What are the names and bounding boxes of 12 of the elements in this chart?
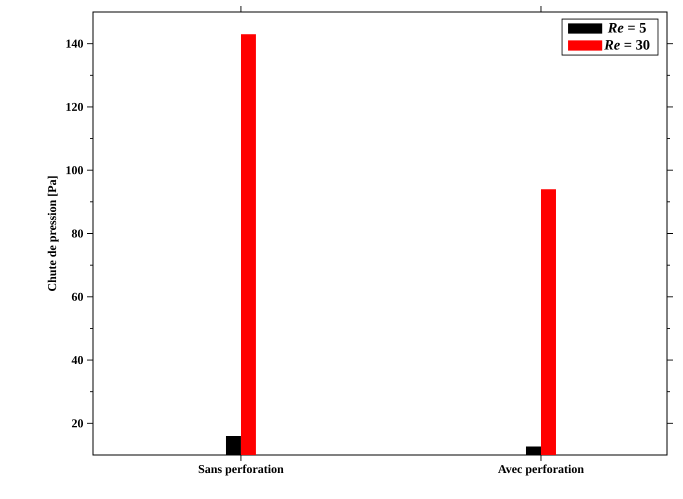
y-tick-label: 140 xyxy=(66,40,84,48)
y-tick-label: 40 xyxy=(72,356,84,364)
y-tick-label: 60 xyxy=(72,292,84,301)
y-axis-title: Chute de pression [Pa] xyxy=(48,176,59,291)
x-tick-label: Avec perforation xyxy=(498,464,584,476)
legend-label: Re = 30 xyxy=(604,40,650,50)
y-tick-label: 80 xyxy=(72,229,84,238)
x-tick-label: Sans perforation xyxy=(198,464,284,476)
y-tick-label: 100 xyxy=(66,166,84,174)
y-tick-label: 20 xyxy=(72,419,84,428)
legend-label: Re = 5 xyxy=(608,23,646,33)
y-tick-label: 120 xyxy=(66,102,84,111)
